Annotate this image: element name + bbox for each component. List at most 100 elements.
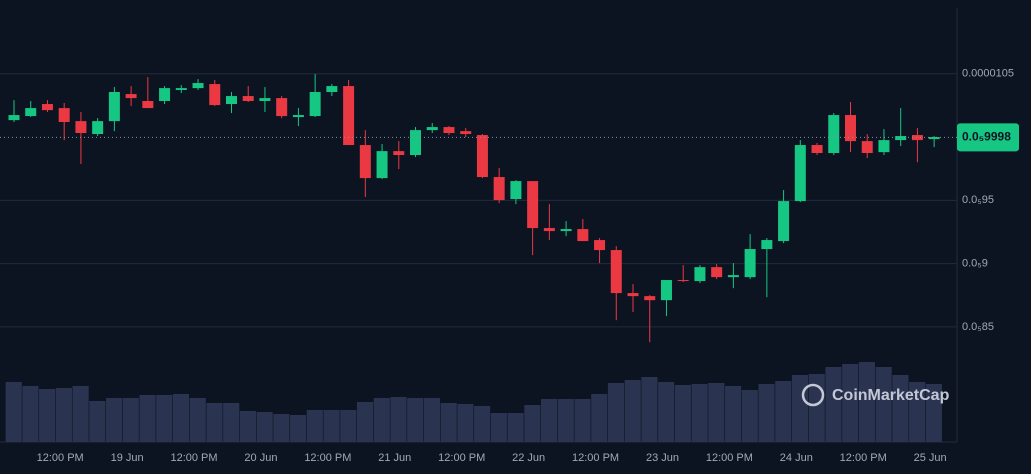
volume-bar: [474, 406, 491, 442]
candle-body: [677, 280, 689, 282]
candle-body: [610, 250, 622, 294]
candle-body: [560, 229, 572, 232]
candle-body: [861, 141, 873, 154]
x-tick-label: 12:00 PM: [840, 452, 887, 464]
volume-bars: [5, 362, 942, 442]
watermark-logo: [801, 383, 825, 407]
volume-bar: [239, 411, 256, 442]
candle-body: [276, 98, 288, 117]
volume-bar: [775, 381, 792, 442]
volume-bar: [741, 390, 758, 442]
candle-body: [594, 240, 606, 251]
volume-bar: [423, 398, 441, 442]
candle-body: [159, 88, 171, 101]
candle-body: [794, 145, 806, 202]
candle-body: [359, 145, 371, 179]
candle-body: [627, 293, 639, 297]
candle-body: [326, 86, 338, 93]
x-tick-label: 23 Jun: [646, 452, 679, 464]
volume-bar: [172, 394, 190, 442]
volume-bar: [323, 410, 340, 442]
candle-body: [527, 181, 539, 229]
candle-body: [192, 83, 204, 89]
candle-body: [58, 108, 70, 123]
candle-body: [259, 98, 271, 101]
volume-bar: [574, 399, 591, 442]
volume-bar: [758, 384, 775, 442]
volume-bar: [39, 389, 56, 442]
volume-bar: [72, 386, 89, 442]
x-tick-label: 12:00 PM: [706, 452, 753, 464]
x-tick-label: 25 Jun: [914, 452, 947, 464]
volume-bar: [842, 364, 859, 442]
candle-body: [895, 136, 907, 141]
candle-body: [175, 88, 187, 90]
volume-bar: [340, 410, 357, 442]
volume-bar: [658, 382, 675, 442]
volume-bar: [407, 398, 424, 442]
candle-body: [577, 229, 589, 242]
candle-body: [476, 135, 488, 178]
volume-bar: [390, 397, 407, 442]
y-tick-label: 0.0₅9: [962, 257, 988, 269]
volume-bar: [708, 383, 725, 442]
volume-bar: [875, 367, 892, 442]
candle-body: [828, 115, 840, 154]
candle-body: [92, 121, 104, 135]
volume-bar: [641, 377, 658, 442]
candle-body: [242, 96, 254, 101]
y-tick-label: 0.0000105: [962, 68, 1014, 80]
candle-body: [376, 151, 388, 179]
candle-body: [393, 151, 405, 156]
volume-bar: [791, 375, 809, 442]
volume-bar: [89, 401, 106, 442]
watermark: CoinMarketCap: [801, 383, 950, 407]
volume-bar: [373, 398, 390, 442]
candle-body: [727, 275, 739, 278]
candle-body: [493, 177, 505, 201]
volume-bar: [607, 383, 625, 442]
candle-body: [426, 127, 438, 131]
candle-body: [292, 115, 304, 118]
x-tick-label: 22 Jun: [512, 452, 545, 464]
volume-bar: [540, 399, 558, 442]
volume-bar: [356, 402, 374, 442]
candle-body: [644, 296, 656, 301]
volume-bar: [273, 414, 290, 442]
candle-body: [911, 135, 923, 141]
volume-bar: [22, 386, 39, 442]
candle-body: [778, 201, 790, 242]
y-tick-label: 0.0₅95: [962, 194, 994, 206]
candle-body: [928, 137, 940, 140]
volume-bar: [223, 403, 240, 442]
volume-bar: [490, 413, 507, 442]
y-tick-label: 0.0₅85: [962, 321, 994, 333]
candle-body: [25, 108, 37, 117]
candle-body: [75, 121, 87, 134]
last-price-tag: [957, 123, 1019, 152]
candle-body: [811, 145, 823, 154]
volume-bar: [122, 398, 139, 442]
volume-bar: [139, 395, 156, 442]
candle-body: [108, 92, 120, 122]
volume-bar: [591, 394, 608, 442]
x-tick-label: 12:00 PM: [572, 452, 619, 464]
candle-body: [711, 267, 723, 278]
x-tick-label: 12:00 PM: [438, 452, 485, 464]
volume-bar: [189, 398, 206, 442]
candle-body: [142, 101, 154, 109]
candle-body: [343, 86, 355, 146]
candle-body: [410, 130, 422, 156]
volume-bar: [256, 412, 273, 442]
candle-body: [543, 228, 555, 232]
candle-body: [510, 181, 522, 200]
volume-bar: [858, 362, 875, 442]
volume-bar: [808, 374, 825, 442]
candle-body: [460, 131, 472, 135]
candle-body: [878, 140, 890, 153]
candle-body: [225, 96, 237, 105]
candle-body: [761, 240, 773, 250]
x-tick-label: 12:00 PM: [304, 452, 351, 464]
candle-body: [744, 249, 756, 278]
